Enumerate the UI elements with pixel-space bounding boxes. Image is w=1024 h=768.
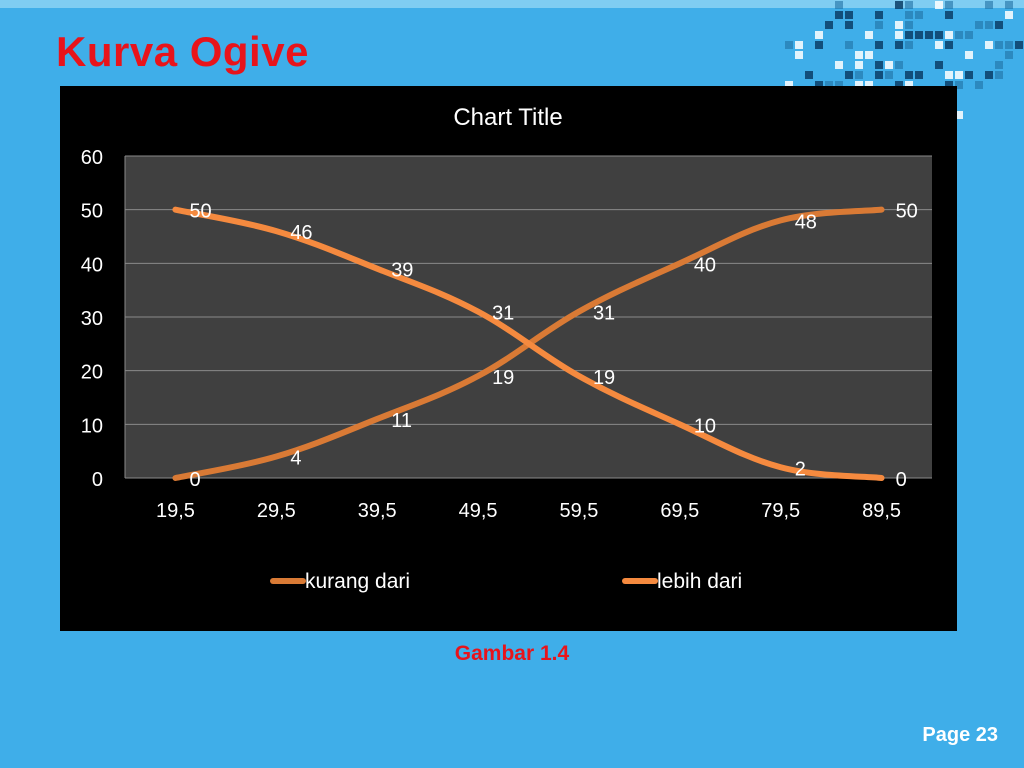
- chart-title: Chart Title: [453, 104, 562, 131]
- y-tick-label: 50: [81, 201, 103, 223]
- data-label: 39: [391, 260, 413, 282]
- y-tick-label: 10: [81, 415, 103, 437]
- legend-label: kurang dari: [305, 570, 410, 593]
- data-label: 46: [290, 222, 312, 244]
- data-label: 48: [795, 211, 817, 233]
- y-tick-label: 0: [92, 469, 103, 491]
- x-tick-label: 19,5: [156, 500, 195, 522]
- x-tick-label: 59,5: [559, 500, 598, 522]
- data-label: 40: [694, 254, 716, 276]
- x-tick-label: 29,5: [257, 500, 296, 522]
- data-label: 11: [391, 410, 412, 432]
- x-tick-label: 89,5: [862, 500, 901, 522]
- data-label: 50: [896, 201, 918, 223]
- x-tick-label: 49,5: [459, 500, 498, 522]
- figure-caption: Gambar 1.4: [454, 642, 570, 665]
- data-label: 4: [290, 448, 301, 470]
- y-tick-label: 20: [81, 362, 103, 384]
- data-label: 10: [694, 415, 716, 437]
- data-label: 0: [189, 469, 200, 491]
- page-number: Page 23: [922, 724, 998, 746]
- x-tick-label: 79,5: [761, 500, 800, 522]
- x-tick-label: 69,5: [660, 500, 699, 522]
- chart-panel: Chart Title 0 10 20 30 40 50 60 19,5 29,5 39,5 49,…: [60, 86, 957, 631]
- y-tick-label: 30: [81, 308, 103, 330]
- series-line-lebih-dari: [172, 206, 885, 481]
- data-label: 2: [795, 458, 806, 480]
- slide-title: Kurva Ogive: [56, 28, 309, 75]
- data-label: 19: [593, 367, 615, 389]
- data-label: 31: [593, 303, 615, 325]
- data-label: 50: [189, 201, 211, 223]
- legend-label: lebih dari: [657, 570, 742, 593]
- data-label: 31: [492, 303, 514, 325]
- x-tick-label: 39,5: [358, 500, 397, 522]
- top-band: [0, 0, 1024, 8]
- data-label: 0: [896, 469, 907, 491]
- data-label: 19: [492, 367, 514, 389]
- y-tick-label: 40: [81, 254, 103, 276]
- y-tick-label: 60: [81, 147, 103, 169]
